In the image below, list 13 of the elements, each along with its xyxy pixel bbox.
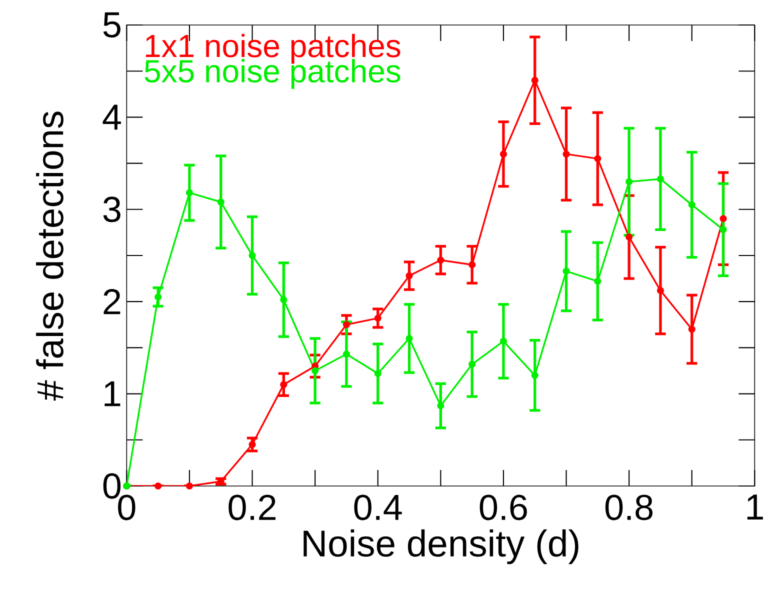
x-tick-label: 0.4 bbox=[354, 494, 402, 520]
x-axis-title: Noise density (d) bbox=[304, 529, 578, 564]
x-tick-label: 0.6 bbox=[480, 494, 527, 520]
y-tick-label: 0 bbox=[103, 473, 121, 499]
y-tick-label: 4 bbox=[102, 104, 121, 130]
y-tick-label: 1 bbox=[104, 381, 120, 406]
x-tick-label: 0.2 bbox=[228, 494, 276, 520]
x-tick-label: 0.8 bbox=[605, 494, 653, 520]
y-tick-label: 3 bbox=[103, 196, 120, 222]
y-tick-label: 5 bbox=[103, 12, 120, 38]
y-tick-label: 2 bbox=[104, 289, 120, 314]
x-tick-label: 1 bbox=[747, 494, 763, 520]
y-axis-title: # false detections bbox=[36, 112, 64, 401]
